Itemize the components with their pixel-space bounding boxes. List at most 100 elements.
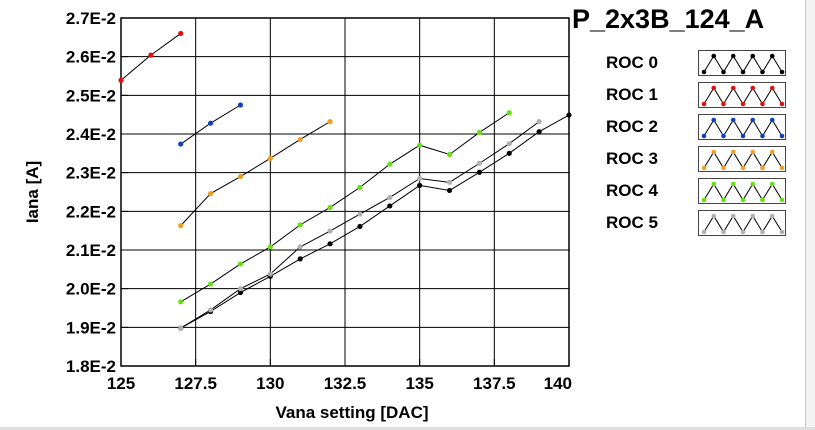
legend-marker: [769, 85, 775, 91]
data-point: [208, 307, 214, 313]
chart-title: P_2x3B_124_A: [572, 4, 765, 34]
legend-line: [703, 183, 783, 201]
legend-swatch: [698, 82, 786, 108]
data-point: [417, 182, 423, 189]
legend-swatch: [698, 178, 786, 204]
data-point: [297, 222, 303, 228]
series-roc-2: [178, 102, 244, 147]
data-point: [267, 271, 273, 277]
legend-marker: [721, 133, 726, 139]
series-roc-0: [178, 112, 572, 331]
series-roc-3: [178, 119, 333, 229]
legend-swatch: [698, 146, 786, 172]
legend: ROC 0 ROC 1 ROC 2 ROC 3 ROC 4 ROC 5: [595, 42, 802, 238]
data-point: [118, 77, 124, 83]
legend-marker: [701, 101, 707, 107]
data-point: [178, 141, 184, 147]
data-point: [237, 261, 244, 267]
y-tick-label: 2.7E-2: [66, 9, 116, 28]
legend-marker: [701, 229, 707, 235]
legend-marker: [750, 117, 756, 123]
y-tick-label: 2.6E-2: [66, 48, 116, 67]
grid: [121, 18, 569, 366]
legend-marker: [730, 213, 736, 219]
data-point: [297, 244, 303, 250]
series-roc-5: [178, 119, 542, 331]
legend-swatch: [698, 210, 786, 236]
y-tick-label: 1.9E-2: [66, 318, 116, 337]
x-axis-title: Vana setting [DAC]: [275, 403, 428, 422]
legend-marker: [779, 197, 785, 203]
legend-marker: [701, 165, 707, 171]
legend-marker: [750, 213, 756, 219]
data-point: [387, 161, 393, 167]
legend-marker: [730, 149, 736, 155]
data-point: [506, 150, 512, 156]
legend-line: [703, 119, 783, 137]
data-point: [267, 155, 273, 161]
series-roc-1: [118, 30, 184, 83]
legend-marker: [760, 229, 765, 235]
legend-marker: [730, 85, 736, 91]
legend-item-roc2: ROC 2: [595, 114, 802, 142]
data-point: [387, 203, 393, 209]
legend-marker: [711, 85, 717, 91]
legend-marker: [721, 69, 726, 75]
data-point: [237, 289, 244, 296]
data-point: [178, 223, 184, 229]
y-tick-label: 2.0E-2: [66, 280, 116, 299]
legend-marker: [721, 197, 726, 203]
series-line: [180, 112, 510, 303]
legend-marker: [740, 165, 746, 171]
legend-marker: [769, 149, 775, 155]
y-axis-title: Iana [A]: [23, 161, 42, 223]
data-point: [297, 256, 303, 262]
data-point: [327, 119, 333, 125]
data-point: [476, 169, 482, 175]
legend-item-roc0: ROC 0: [595, 50, 802, 78]
legend-marker: [721, 165, 726, 171]
legend-marker: [711, 53, 717, 59]
data-point: [387, 194, 393, 201]
data-point: [536, 119, 542, 125]
series-line: [180, 114, 570, 329]
legend-marker: [769, 117, 775, 123]
legend-label: ROC 4: [606, 181, 658, 200]
y-axis-ticks: 1.8E-2 1.9E-2 2.0E-2 2.1E-2 2.2E-2 2.3E-2 2.4E…: [66, 9, 128, 376]
data-point: [297, 136, 303, 143]
legend-marker: [750, 181, 756, 187]
data-point: [327, 241, 333, 247]
legend-marker: [711, 181, 717, 187]
legend-marker: [730, 181, 736, 187]
legend-marker: [769, 213, 775, 219]
vertical-scrollbar[interactable]: [805, 0, 815, 430]
data-point: [417, 175, 423, 182]
legend-marker: [721, 229, 726, 235]
data-point: [267, 244, 273, 250]
y-tick-label: 2.4E-2: [66, 125, 116, 144]
data-point: [446, 151, 453, 158]
y-tick-label: 2.3E-2: [66, 164, 116, 183]
y-tick-label: 2.2E-2: [66, 202, 116, 221]
data-point: [208, 190, 214, 197]
data-point: [237, 102, 244, 108]
legend-marker: [740, 197, 746, 203]
legend-marker: [750, 85, 756, 91]
legend-marker: [760, 133, 765, 139]
legend-label: ROC 3: [606, 149, 658, 168]
data-point: [357, 184, 363, 190]
x-tick-label: 130: [256, 374, 284, 393]
legend-label: ROC 2: [606, 117, 658, 136]
x-tick-label: 135: [405, 374, 433, 393]
legend-item-roc4: ROC 4: [595, 178, 802, 206]
legend-line: [703, 55, 783, 73]
data-point: [178, 299, 184, 305]
legend-marker: [779, 133, 785, 139]
legend-swatch: [698, 114, 786, 140]
legend-marker: [760, 69, 765, 75]
data-point: [506, 110, 512, 116]
legend-marker: [721, 101, 726, 107]
series-group: [118, 30, 572, 331]
legend-marker: [701, 69, 707, 75]
